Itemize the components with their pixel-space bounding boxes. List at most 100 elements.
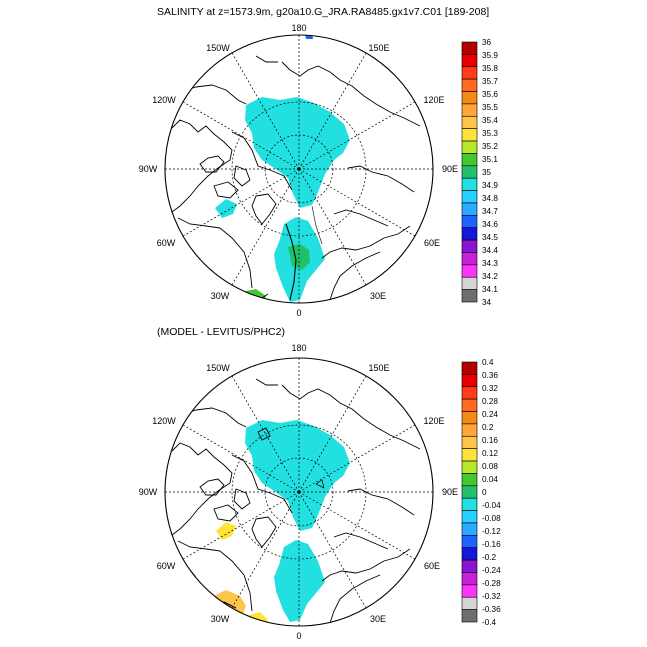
colorbar-label: 34 [482, 298, 492, 307]
colorbar-label: -0.08 [482, 514, 501, 523]
coastlines [169, 378, 421, 624]
colorbar-label: 0.12 [482, 449, 498, 458]
lon-label: 0 [296, 308, 301, 318]
top-polar-map: 180 150E 120E 90E 60E 30E 0 30W 60W 90W … [139, 23, 499, 318]
field-norwegian-sea [274, 540, 325, 622]
colorbar-box [461, 535, 478, 549]
lon-label: 60E [424, 238, 440, 248]
colorbar-label: -0.04 [482, 501, 501, 510]
colorbar-label: 0.36 [482, 371, 498, 380]
bottom-panel-title: (MODEL - LEVITUS/PHC2) [157, 326, 285, 338]
colorbar-label: 35.2 [482, 142, 498, 151]
colorbar-label: 0.4 [482, 358, 494, 367]
colorbar-label: 35.1 [482, 155, 498, 164]
colorbar-box [461, 289, 478, 303]
lon-label: 30E [370, 291, 386, 301]
colorbar-box [461, 103, 478, 117]
colorbar-box [461, 215, 478, 229]
graticule [165, 358, 433, 626]
colorbar-label: 0.08 [482, 462, 498, 471]
colorbar-label: -0.16 [482, 540, 501, 549]
field-baffin [216, 522, 236, 540]
colorbar-label: 35.3 [482, 129, 498, 138]
colorbar-box [461, 411, 478, 425]
colorbar-label: -0.24 [482, 566, 501, 575]
colorbar-label: -0.4 [482, 618, 497, 627]
colorbar-box [461, 473, 478, 487]
colorbar-label: 36 [482, 38, 492, 47]
colorbar-label: 35.6 [482, 90, 498, 99]
colorbar-label: 0 [482, 488, 487, 497]
lon-label: 30E [370, 614, 386, 624]
lon-label: 120E [423, 416, 444, 426]
colorbar-box [461, 398, 478, 412]
bottom-colorbar: 0.4 0.36 0.32 0.28 0.24 0.2 0.16 0.12 0.08 0.04 0 -… [461, 358, 501, 627]
colorbar-box [461, 435, 478, 449]
colorbar-label: 0.24 [482, 410, 498, 419]
colorbar-box [461, 276, 478, 290]
top-colorbar: 36 35.9 35.8 35.7 35.6 35.5 35.4 35.3 35.2 35.1 35… [461, 38, 498, 307]
colorbar-label: -0.36 [482, 605, 501, 614]
colorbar-box [461, 497, 478, 511]
map-border [164, 357, 434, 627]
colorbar-label: 34.1 [482, 285, 498, 294]
lon-label: 150W [206, 363, 230, 373]
colorbar-box [461, 522, 478, 536]
lon-label: 90W [139, 487, 158, 497]
colorbar-label: 35 [482, 168, 492, 177]
map-content [165, 353, 433, 626]
graticule [165, 35, 433, 303]
colorbar-box [461, 202, 478, 216]
colorbar-label: 0.28 [482, 397, 498, 406]
lon-label: 180 [291, 343, 306, 353]
colorbar-box [461, 115, 478, 129]
colorbar-label: 0.16 [482, 436, 498, 445]
longitude-labels: 180 150E 120E 90E 60E 30E 0 30W 60W 90W … [139, 343, 458, 641]
colorbar-box [461, 177, 478, 191]
colorbar-box [461, 547, 478, 561]
lon-label: 60E [424, 561, 440, 571]
colorbar-box [461, 596, 478, 610]
colorbar-box [461, 227, 478, 241]
map-content [165, 35, 433, 303]
colorbar-box [461, 239, 478, 253]
field-central-arctic [245, 420, 350, 531]
colorbar-label: 34.8 [482, 194, 498, 203]
lon-label: 150E [368, 43, 389, 53]
colorbar-label: -0.28 [482, 579, 501, 588]
colorbar-label: 0.32 [482, 384, 498, 393]
colorbar-box [461, 190, 478, 204]
top-panel-title: SALINITY at z=1573.9m, g20a10.G_JRA.RA84… [157, 6, 490, 18]
colorbar-box [461, 386, 478, 400]
lon-label: 150W [206, 43, 230, 53]
lon-label: 30W [211, 614, 230, 624]
colorbar-label: 0.04 [482, 475, 498, 484]
colorbar-label: 34.6 [482, 220, 498, 229]
colorbar-label: 35.8 [482, 64, 498, 73]
colorbar-box [461, 140, 478, 154]
lon-label: 30W [211, 291, 230, 301]
lon-label: 90E [442, 487, 458, 497]
colorbar-label: 34.7 [482, 207, 498, 216]
colorbar-box [461, 374, 478, 388]
lon-label: 120W [152, 416, 176, 426]
lon-label: 120W [152, 95, 176, 105]
lon-label: 90E [442, 164, 458, 174]
colorbar-box [461, 153, 478, 167]
lon-label: 180 [291, 23, 306, 33]
colorbar-label: 34.2 [482, 272, 498, 281]
colorbar-label: 35.9 [482, 51, 498, 60]
colorbar-box [461, 572, 478, 586]
colorbar-box [461, 41, 478, 55]
lon-label: 120E [423, 95, 444, 105]
field-bering [305, 353, 313, 357]
colorbar-label: 35.4 [482, 116, 498, 125]
colorbar-label: -0.12 [482, 527, 501, 536]
colorbar-box [461, 510, 478, 524]
colorbar-box [461, 609, 478, 623]
colorbar-box [461, 91, 478, 105]
lon-label: 150E [368, 363, 389, 373]
colorbar-box [461, 165, 478, 179]
longitude-labels: 180 150E 120E 90E 60E 30E 0 30W 60W 90W … [139, 23, 458, 318]
